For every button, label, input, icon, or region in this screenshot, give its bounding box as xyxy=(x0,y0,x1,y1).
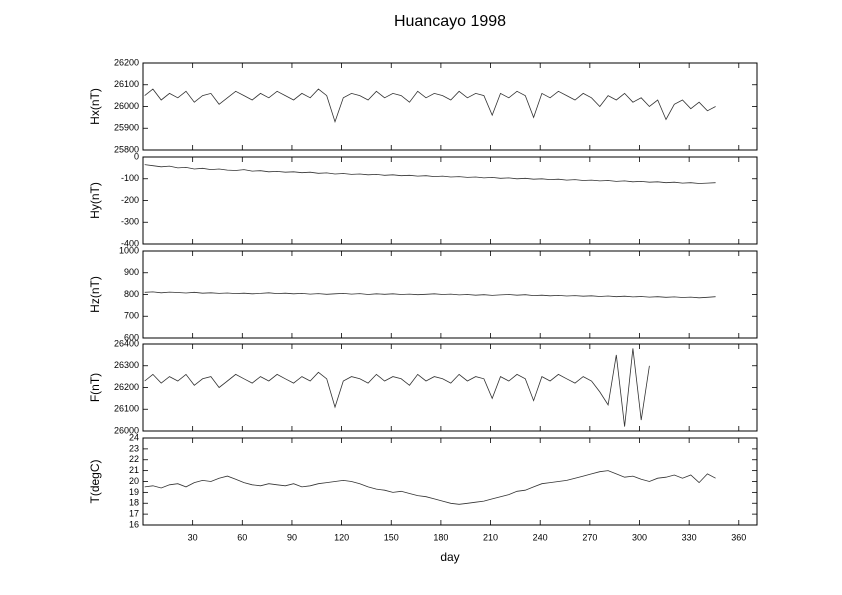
y-tick-label: 26200 xyxy=(114,57,139,67)
y-tick-label: -100 xyxy=(121,173,139,183)
data-line xyxy=(144,348,650,427)
y-axis-label: Hx(nT) xyxy=(88,88,102,125)
y-tick-label: 26400 xyxy=(114,338,139,348)
x-tick-label: 300 xyxy=(632,532,647,542)
y-tick-label: 19 xyxy=(129,487,139,497)
y-tick-label: 600 xyxy=(124,332,139,342)
panel-frame xyxy=(142,437,758,526)
y-tick-label: 22 xyxy=(129,454,139,464)
y-tick-label: 0 xyxy=(134,151,139,161)
data-line xyxy=(144,88,716,123)
y-tick-label: 26100 xyxy=(114,404,139,414)
panel-frame xyxy=(142,156,758,245)
panel-frame xyxy=(142,62,758,151)
x-tick-label: 210 xyxy=(483,532,498,542)
y-tick-label: 1000 xyxy=(119,245,139,255)
x-tick-label: 120 xyxy=(334,532,349,542)
x-axis-label: day xyxy=(440,550,459,564)
y-axis-label: T(degC) xyxy=(88,459,102,503)
y-tick-label: 23 xyxy=(129,443,139,453)
y-tick-label: 26000 xyxy=(114,101,139,111)
panel-frame xyxy=(142,343,758,432)
x-tick-label: 60 xyxy=(237,532,247,542)
y-tick-label: 21 xyxy=(129,465,139,475)
y-axis-label: Hz(nT) xyxy=(88,276,102,313)
x-tick-label: 330 xyxy=(682,532,697,542)
y-tick-label: 20 xyxy=(129,476,139,486)
y-tick-label: 26300 xyxy=(114,360,139,370)
x-tick-label: 150 xyxy=(384,532,399,542)
y-axis-label: Hy(nT) xyxy=(88,182,102,219)
y-tick-label: 25800 xyxy=(114,144,139,154)
y-tick-label: -200 xyxy=(121,195,139,205)
y-tick-label: -300 xyxy=(121,217,139,227)
data-line xyxy=(144,291,716,299)
x-tick-label: 30 xyxy=(188,532,198,542)
y-tick-label: -400 xyxy=(121,238,139,248)
y-tick-label: 900 xyxy=(124,267,139,277)
x-tick-label: 240 xyxy=(533,532,548,542)
data-line xyxy=(144,470,716,505)
y-tick-label: 18 xyxy=(129,498,139,508)
y-tick-label: 17 xyxy=(129,509,139,519)
x-tick-label: 90 xyxy=(287,532,297,542)
y-tick-label: 800 xyxy=(124,289,139,299)
y-tick-label: 16 xyxy=(129,519,139,529)
y-tick-label: 25900 xyxy=(114,123,139,133)
y-axis-label: F(nT) xyxy=(88,373,102,402)
y-tick-label: 24 xyxy=(129,432,139,442)
y-tick-label: 26200 xyxy=(114,382,139,392)
y-tick-label: 700 xyxy=(124,311,139,321)
x-tick-label: 180 xyxy=(433,532,448,542)
x-tick-label: 360 xyxy=(731,532,746,542)
y-tick-label: 26000 xyxy=(114,425,139,435)
data-line xyxy=(144,164,716,184)
chart-title: Huancayo 1998 xyxy=(394,13,506,30)
x-tick-label: 270 xyxy=(582,532,597,542)
y-tick-label: 26100 xyxy=(114,79,139,89)
